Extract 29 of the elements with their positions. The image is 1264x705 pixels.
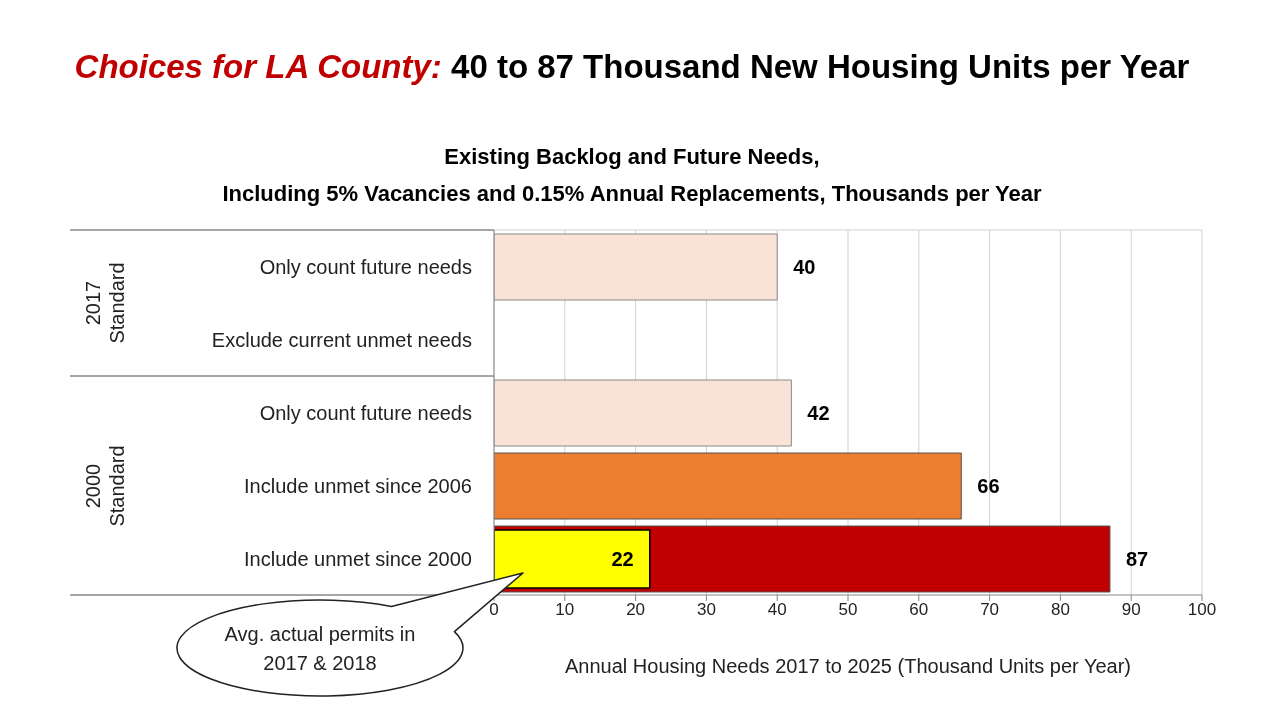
x-tick-label: 90: [1121, 600, 1141, 620]
x-tick-label: 100: [1187, 600, 1217, 620]
x-tick-label: 80: [1050, 600, 1070, 620]
text: Avg. actual permits in 2017 & 2018: [223, 622, 417, 676]
data-label: 87: [1125, 548, 1149, 571]
data-label: 66: [977, 475, 1000, 498]
x-tick-label: 70: [980, 600, 1000, 620]
x-axis-title: Annual Housing Needs 2017 to 2025 (Thousand Units per Year): [565, 655, 1131, 677]
data-label: 42: [807, 402, 830, 425]
x-tick-label: 10: [555, 600, 575, 620]
y-tick-label: Include unmet since 2006: [244, 474, 472, 497]
y-tick-label: Only count future needs: [259, 255, 472, 278]
bar: [494, 529, 651, 589]
y-tick-label: Only count future needs: [259, 401, 472, 424]
chart-subtitle: Existing Backlog and Future Needs, Including 5% Vacancies and 0.15% Annual Replacements, Thousands per Year: [221, 143, 1043, 208]
x-tick-label: 20: [626, 600, 646, 620]
y-tick-label: Include unmet since 2000: [244, 547, 472, 570]
x-tick-label: 60: [909, 600, 929, 620]
text: 2000 Standard: [81, 443, 129, 529]
x-tick-label: 50: [838, 600, 858, 620]
x-tick-label: 30: [696, 600, 716, 620]
data-label: 22: [611, 548, 634, 571]
y-tick-label: Exclude current unmet needs: [211, 328, 472, 351]
x-tick-label: 40: [767, 600, 787, 620]
data-label: 40: [793, 256, 816, 279]
text: 2017 Standard: [81, 261, 129, 346]
x-tick-label: 0: [489, 600, 499, 620]
chart-title: Choices for LA County: 40 to 87 Thousand New Housing Units per Year: [74, 48, 1190, 85]
bar: [494, 452, 962, 520]
